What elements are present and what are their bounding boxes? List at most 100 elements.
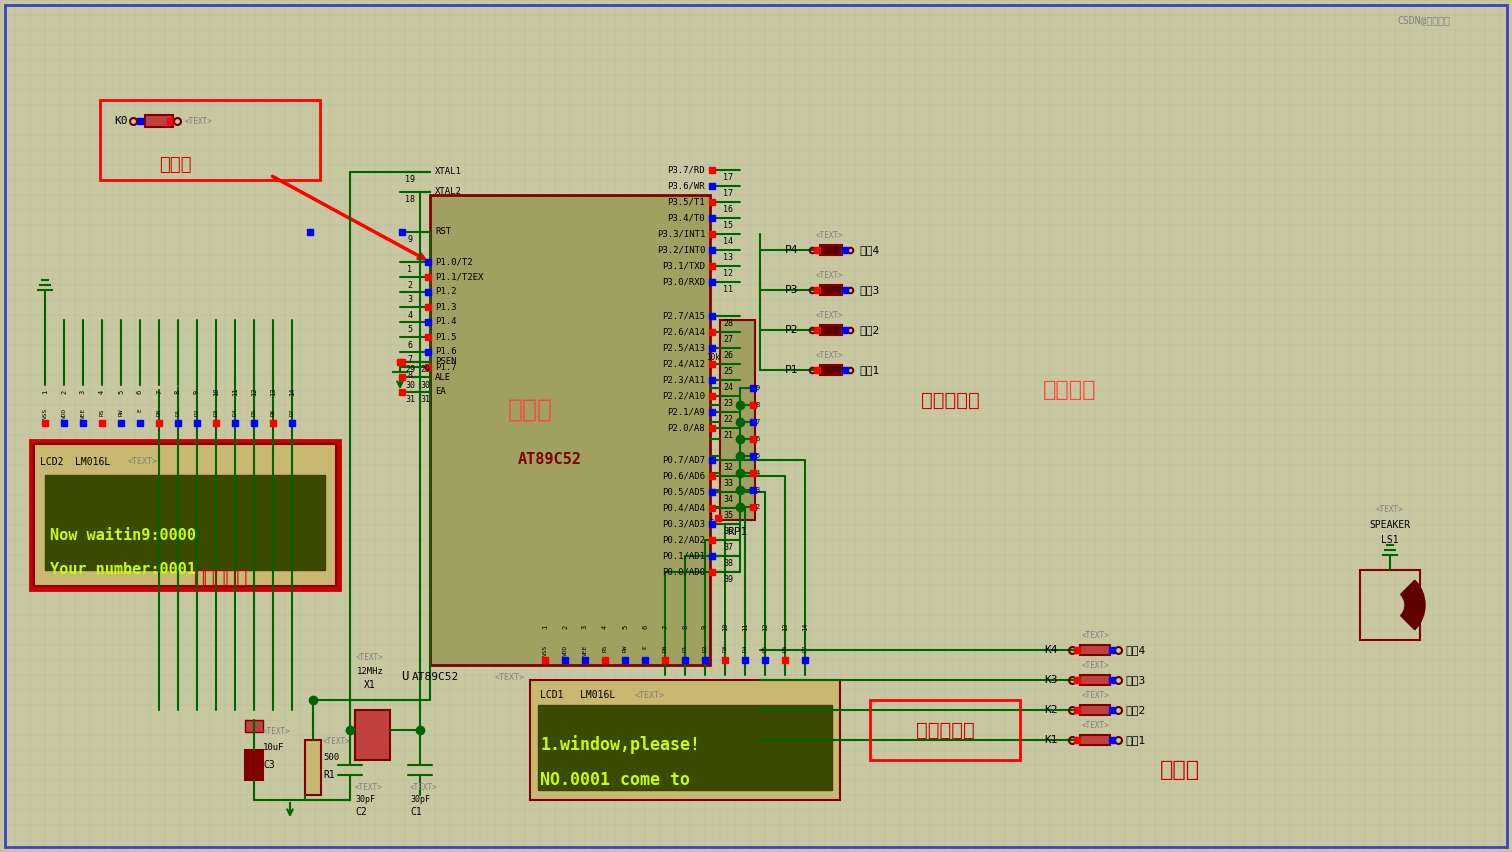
- Text: 窗口2: 窗口2: [1125, 705, 1145, 715]
- Text: 17: 17: [723, 189, 733, 199]
- Text: PSEN: PSEN: [435, 358, 457, 366]
- Bar: [156, 420, 162, 426]
- Text: <TEXT>: <TEXT>: [816, 312, 844, 320]
- Bar: [1359, 570, 1420, 640]
- Text: 32: 32: [723, 463, 733, 473]
- Text: Your number:0001: Your number:0001: [50, 562, 197, 578]
- Text: 9: 9: [702, 625, 708, 629]
- Text: 2: 2: [60, 390, 67, 394]
- Text: 9: 9: [756, 385, 761, 391]
- Text: 10: 10: [213, 388, 219, 396]
- Bar: [175, 420, 181, 426]
- Bar: [305, 740, 321, 795]
- Text: <TEXT>: <TEXT>: [129, 458, 157, 467]
- Bar: [813, 247, 820, 253]
- Bar: [842, 327, 848, 333]
- Text: <TEXT>: <TEXT>: [1376, 505, 1403, 515]
- Text: 11: 11: [723, 285, 733, 295]
- Text: LM016L: LM016L: [76, 457, 110, 467]
- Text: <TEXT>: <TEXT>: [184, 117, 213, 125]
- Bar: [813, 367, 820, 373]
- Bar: [709, 345, 715, 351]
- Text: P4: P4: [785, 245, 798, 255]
- Text: D0: D0: [157, 408, 162, 416]
- Bar: [42, 420, 48, 426]
- Text: <TEXT>: <TEXT>: [1081, 692, 1108, 700]
- Text: 3: 3: [756, 487, 761, 493]
- Text: 窗口3: 窗口3: [860, 285, 880, 295]
- Text: 13: 13: [271, 388, 277, 396]
- Text: 11: 11: [231, 388, 237, 396]
- Text: 23: 23: [723, 400, 733, 408]
- Text: 36: 36: [723, 527, 733, 537]
- Text: X1: X1: [364, 680, 376, 690]
- Bar: [709, 409, 715, 415]
- Bar: [582, 657, 588, 663]
- Text: 15: 15: [723, 222, 733, 231]
- Text: 38: 38: [723, 560, 733, 568]
- Text: 森旺电: 森旺电: [508, 398, 552, 422]
- Text: 29: 29: [420, 366, 429, 375]
- Text: C3: C3: [263, 760, 275, 770]
- Bar: [399, 229, 405, 235]
- Text: 6: 6: [643, 625, 649, 629]
- Text: 19: 19: [405, 176, 414, 185]
- Text: 3: 3: [80, 390, 86, 394]
- Text: 5: 5: [408, 325, 413, 335]
- Text: P3.7/RD: P3.7/RD: [667, 165, 705, 175]
- Bar: [425, 364, 431, 370]
- Text: 12: 12: [251, 388, 257, 396]
- Bar: [398, 359, 404, 365]
- Bar: [820, 365, 842, 375]
- Bar: [30, 440, 340, 590]
- Text: 29: 29: [405, 366, 414, 375]
- Text: 1: 1: [408, 266, 413, 274]
- Text: 1: 1: [541, 625, 547, 629]
- Text: 22: 22: [723, 416, 733, 424]
- Text: RP1: RP1: [727, 527, 747, 537]
- Text: 窗口4: 窗口4: [1125, 645, 1145, 655]
- Bar: [709, 489, 715, 495]
- Bar: [1074, 737, 1080, 743]
- Text: VSS: VSS: [42, 408, 47, 419]
- Text: <TEXT>: <TEXT>: [355, 782, 383, 792]
- Bar: [709, 393, 715, 399]
- Text: Now waitin9:0000: Now waitin9:0000: [50, 527, 197, 543]
- Bar: [709, 569, 715, 575]
- Bar: [842, 287, 848, 293]
- Bar: [118, 420, 124, 426]
- Bar: [425, 349, 431, 355]
- Bar: [842, 247, 848, 253]
- Bar: [531, 680, 841, 800]
- Text: 窗口3: 窗口3: [1125, 675, 1145, 685]
- Text: 1: 1: [42, 390, 48, 394]
- Text: CSDN@森旺电子: CSDN@森旺电子: [1397, 15, 1450, 25]
- Bar: [1108, 647, 1114, 653]
- Text: D1: D1: [175, 408, 180, 416]
- Bar: [709, 279, 715, 285]
- Text: 26: 26: [723, 352, 733, 360]
- Text: P3.3/INT1: P3.3/INT1: [656, 229, 705, 239]
- Bar: [245, 720, 263, 732]
- Bar: [80, 420, 86, 426]
- Bar: [251, 420, 257, 426]
- Bar: [194, 420, 200, 426]
- Bar: [60, 420, 67, 426]
- Text: 7: 7: [662, 625, 668, 629]
- Bar: [723, 657, 727, 663]
- Text: <TEXT>: <TEXT>: [410, 782, 438, 792]
- Text: D7: D7: [803, 645, 807, 653]
- Text: XTAL1: XTAL1: [435, 168, 461, 176]
- Text: P1.0/T2: P1.0/T2: [435, 257, 473, 267]
- Bar: [709, 537, 715, 543]
- Wedge shape: [1400, 580, 1424, 630]
- Bar: [750, 487, 756, 493]
- Text: D3: D3: [723, 645, 727, 653]
- Text: P2: P2: [785, 325, 798, 335]
- Bar: [869, 700, 1021, 760]
- Text: 5: 5: [118, 390, 124, 394]
- Text: D4: D4: [233, 408, 237, 416]
- Text: 7: 7: [156, 390, 162, 394]
- Bar: [399, 374, 405, 380]
- Text: D7: D7: [289, 408, 295, 416]
